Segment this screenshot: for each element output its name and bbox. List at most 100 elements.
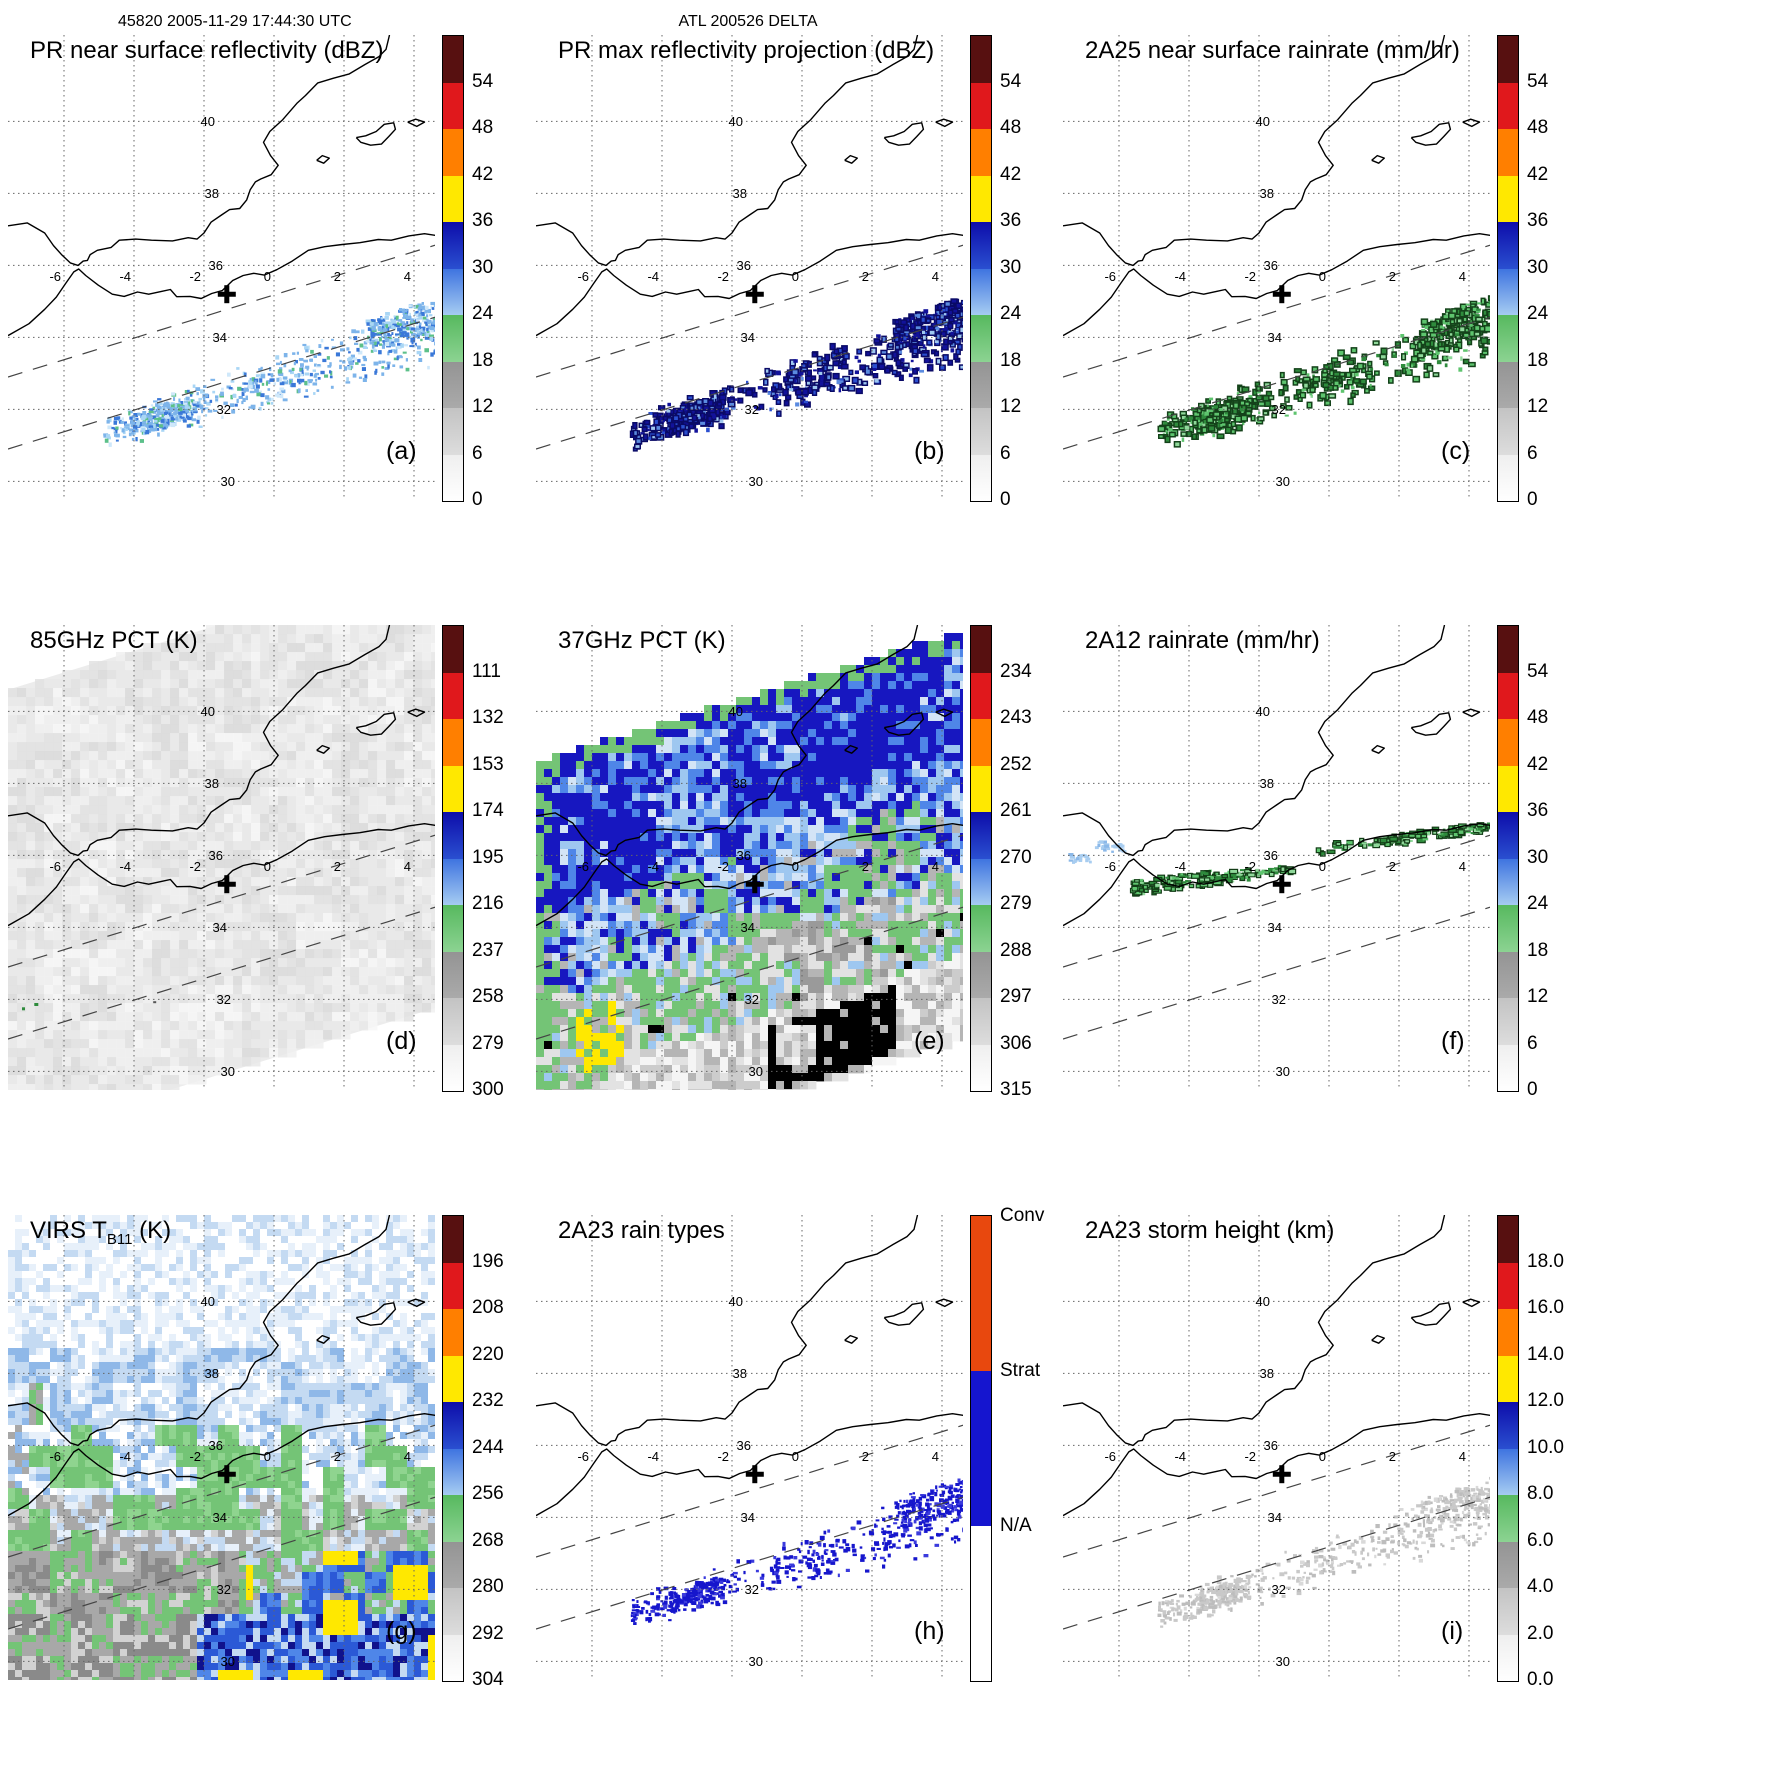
colorbar-tick-label: 24 <box>1000 303 1022 324</box>
lat-label: 38 <box>205 776 219 791</box>
colorbar-segment <box>1498 998 1518 1045</box>
colorbar-tick-label: 48 <box>1000 117 1022 138</box>
lon-label: 0 <box>1319 269 1326 284</box>
lon-label: 4 <box>1459 859 1466 874</box>
colorbar-segment <box>1498 175 1518 222</box>
lat-label: 32 <box>217 1582 231 1597</box>
colorbar-tick-label: 48 <box>1527 707 1549 728</box>
colorbar-segment <box>443 858 463 905</box>
lon-label: 2 <box>334 859 341 874</box>
panel-title-text: 2A12 rainrate (mm/hr) <box>1085 627 1320 654</box>
lat-label: 40 <box>729 1294 743 1309</box>
panel-b: -6 -4 -2 0 2 4 40 38 36 34 32 30 PR max reflectivity… <box>536 35 1066 510</box>
swath-edge-lines <box>1063 834 1490 1040</box>
lon-label: 0 <box>264 1449 271 1464</box>
swath-edge-lines <box>8 834 435 1040</box>
colorbar-segment <box>443 1588 463 1635</box>
panel-letter: (e) <box>914 1027 945 1055</box>
colorbar-tick-label: 16.0 <box>1527 1297 1564 1318</box>
lat-label: 34 <box>213 330 227 345</box>
graticule <box>536 35 963 500</box>
colorbar-segment <box>443 1402 463 1449</box>
panel-letter: (d) <box>386 1027 417 1055</box>
colorbar-tick-label: 24 <box>472 303 494 324</box>
colorbar <box>970 1215 992 1682</box>
colorbar-tick-label: 8.0 <box>1527 1483 1554 1504</box>
lon-label: -6 <box>1104 269 1116 284</box>
lon-label: 2 <box>862 1449 869 1464</box>
colorbar-tick-label: 6 <box>1527 442 1538 464</box>
panel-title-subscript: B11 <box>106 1230 133 1248</box>
colorbar-segment <box>1498 1634 1518 1681</box>
map-canvas: -6 -4 -2 0 2 4 40 38 36 34 32 30 <box>1063 35 1490 500</box>
colorbar-segment <box>443 129 463 176</box>
colorbar-tick-label: 54 <box>1000 70 1022 92</box>
panel-title-text: 85GHz PCT (K) <box>30 627 198 654</box>
colorbar-tick-label: 153 <box>472 753 504 775</box>
colorbar-segment <box>971 1216 991 1371</box>
colorbar-tick-label: 6.0 <box>1527 1529 1554 1551</box>
lon-label: 2 <box>1389 269 1396 284</box>
colorbar-segment <box>443 1541 463 1588</box>
lon-label: 4 <box>932 859 939 874</box>
lon-label: -4 <box>1174 269 1186 284</box>
map-canvas: -6 -4 -2 0 2 4 40 38 36 34 32 30 <box>536 35 963 500</box>
colorbar-tick-label: 10.0 <box>1527 1436 1564 1458</box>
lon-label: -6 <box>49 269 61 284</box>
colorbar-segment <box>1498 719 1518 766</box>
lon-label: -6 <box>577 269 589 284</box>
lat-label: 38 <box>205 186 219 201</box>
field-layer <box>8 625 435 1090</box>
lat-label: 40 <box>729 114 743 129</box>
lon-label: -2 <box>189 269 201 284</box>
panel-title-text: PR max reflectivity projection (dBZ) <box>558 37 935 64</box>
panel-h: -6 -4 -2 0 2 4 40 38 36 34 32 30 2A23 rain types (h) C… <box>536 1206 1066 1685</box>
colorbar-segment <box>443 82 463 129</box>
colorbar-tick-label: 36 <box>1527 800 1549 821</box>
colorbar-tick-label: 244 <box>472 1436 504 1458</box>
panel-title-text: 2A23 rain types <box>558 1217 725 1244</box>
panel-letter: (a) <box>386 437 417 465</box>
panel-c: -6 -4 -2 0 2 4 40 38 36 34 32 30 2A25 near surface r… <box>1063 35 1593 510</box>
lon-label: -4 <box>647 859 659 874</box>
colorbar-segment <box>971 905 991 952</box>
colorbar-segment <box>971 315 991 362</box>
lat-label: 34 <box>741 1510 755 1525</box>
colorbar-tick-label: 297 <box>1000 986 1032 1007</box>
map-canvas: -6 -4 -2 0 2 4 40 38 36 34 32 30 <box>8 35 435 500</box>
colorbar-tick-label: 14.0 <box>1527 1343 1564 1365</box>
lon-label: 0 <box>264 859 271 874</box>
graticule <box>1063 625 1490 1090</box>
lon-label: -6 <box>49 1449 61 1464</box>
graticule <box>536 625 963 1090</box>
panel-title: 2A25 near surface rainrate (mm/hr) <box>1085 37 1460 65</box>
graticule-labels: -6 -4 -2 0 2 4 40 38 36 34 32 30 <box>577 1294 939 1669</box>
graticule-labels: -6 -4 -2 0 2 4 40 38 36 34 32 30 <box>49 114 411 489</box>
colorbar-segment <box>443 672 463 719</box>
colorbar-tick-label: 258 <box>472 986 504 1007</box>
map-canvas: -6 -4 -2 0 2 4 40 38 36 34 32 30 <box>1063 625 1490 1090</box>
lon-label: 4 <box>404 859 411 874</box>
lon-label: -2 <box>717 269 729 284</box>
colorbar <box>1497 35 1519 502</box>
colorbar-segment <box>971 361 991 408</box>
lat-label: 34 <box>213 920 227 935</box>
lat-label: 32 <box>1272 402 1286 417</box>
lon-label: -2 <box>189 1449 201 1464</box>
colorbar-tick-label: 220 <box>472 1343 504 1365</box>
lat-label: 32 <box>745 1582 759 1597</box>
panel-title-text: 2A23 storm height (km) <box>1085 1217 1335 1244</box>
colorbar <box>1497 1215 1519 1682</box>
colorbar-tick-label: 279 <box>1000 893 1032 914</box>
panel-letter: (c) <box>1441 437 1471 465</box>
colorbar-tick-label: 288 <box>1000 939 1032 961</box>
storm-center-marker <box>1272 285 1291 304</box>
storm-center-marker <box>217 1465 236 1484</box>
lon-label: 0 <box>1319 1449 1326 1464</box>
colorbar-segment <box>443 998 463 1045</box>
panel-title-text: PR near surface reflectivity (dBZ) <box>30 37 384 64</box>
colorbar-segment <box>1498 36 1518 83</box>
colorbar-segment <box>1498 905 1518 952</box>
colorbar-segment <box>1498 765 1518 812</box>
colorbar-segment <box>1498 1448 1518 1495</box>
